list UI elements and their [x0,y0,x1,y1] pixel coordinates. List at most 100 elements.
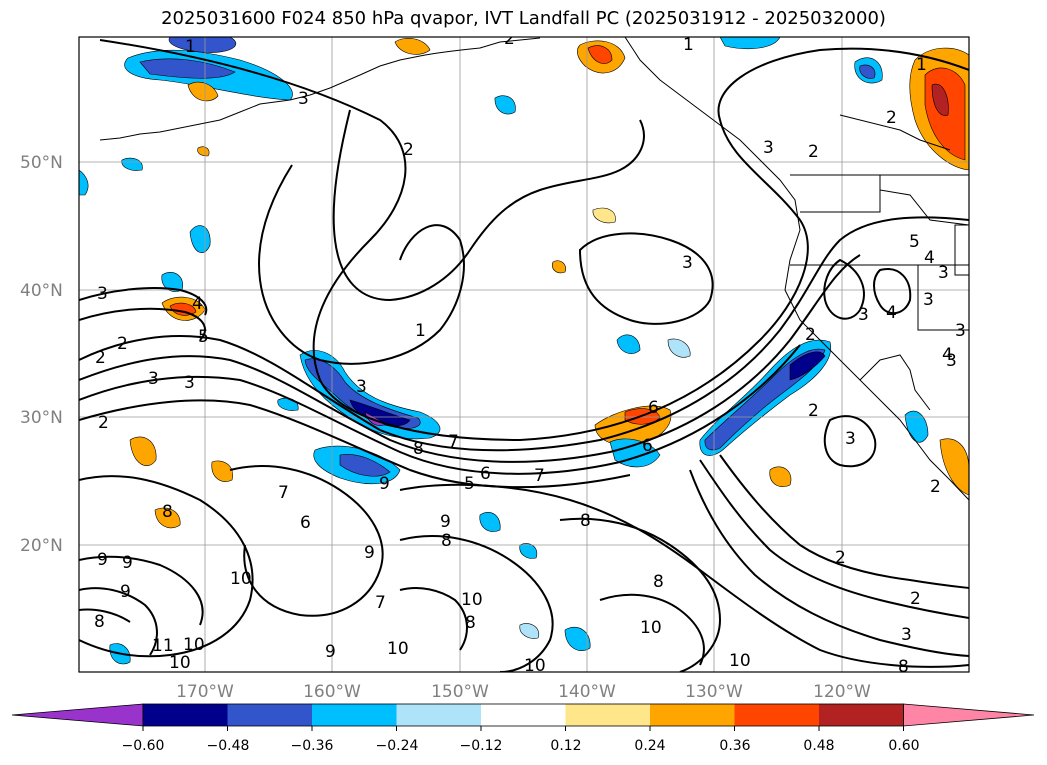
colorbar-segment [312,704,397,726]
contour-label: 8 [441,531,452,551]
contour-label: 4 [942,345,953,365]
contour-label: 7 [278,483,289,503]
colorbar-ticks: −0.60 −0.48 −0.36 −0.24 −0.12 0.12 0.24 … [122,738,920,754]
colorbar-segment [143,704,228,726]
contour-label: 8 [580,511,591,531]
colorbar-tick: −0.24 [376,738,419,754]
lon-label-170w: 170°W [176,682,234,702]
colorbar-segment [227,704,312,726]
lon-label-140w: 140°W [558,682,616,702]
contour-label: 3 [763,138,774,158]
longitude-labels: 170°W 160°W 150°W 140°W 130°W 120°W [176,682,871,702]
contour-label: 2 [910,589,921,609]
contour-label: 10 [729,651,751,671]
contour-label: 2 [95,348,106,368]
contour-label: 3 [148,369,159,389]
contour-label: 5 [464,474,475,494]
colorbar-tick: 0.12 [550,738,581,754]
contour-label: 7 [534,466,545,486]
contour-label: 6 [648,398,659,418]
contour-label: 8 [413,439,424,459]
contour-label: 2 [117,334,128,354]
contour-label: 3 [845,429,856,449]
ivt-contours [79,39,969,672]
contour-label: 8 [465,613,476,633]
contour-label: 2 [403,140,414,160]
contour-label: 3 [184,373,195,393]
contour-label: 10 [230,569,252,589]
contour-label: 2 [808,142,819,162]
colorbar-tick: −0.48 [207,738,250,754]
contour-label: 4 [886,303,897,323]
contour-label: 2 [808,401,819,421]
latitude-labels: 50°N 40°N 30°N 20°N [20,153,63,556]
contour-label: 8 [653,572,664,592]
contour-label: 2 [886,108,897,128]
contour-label: 2 [835,548,846,568]
contour-label: 1 [916,55,927,75]
contour-label: 9 [379,474,390,494]
map-background [79,37,969,672]
contour-label: 6 [300,513,311,533]
colorbar-segment [819,704,904,726]
contour-label: 10 [183,635,205,655]
contour-label: 9 [440,512,451,532]
contour-label: 6 [642,436,653,456]
colorbar-extend-right [903,703,1035,727]
colorbar-tick: 0.60 [888,738,919,754]
gridlines [79,37,969,672]
contour-label: 3 [97,284,108,304]
contour-labels: 1 1 2 2 1 3 3 2 2 3 3 4 5 4 3 3 3 2 2 1 … [94,29,966,677]
colorbar-segment [565,704,650,726]
contour-label: 9 [122,553,133,573]
contour-label: 4 [192,294,203,314]
contour-label: 10 [640,618,662,638]
contour-label: 6 [480,464,491,484]
contour-label: 3 [682,253,693,273]
contour-label: 4 [924,248,935,268]
lon-label-160w: 160°W [303,682,361,702]
contour-label: 5 [909,232,920,252]
lon-label-120w: 120°W [813,682,871,702]
lon-label-130w: 130°W [685,682,743,702]
colorbar-tick: −0.12 [460,738,503,754]
contour-label: 8 [162,502,173,522]
contour-label: 2 [805,325,816,345]
contour-label: 1 [185,37,196,57]
contour-label: 3 [356,377,367,397]
colorbar-tick: −0.36 [291,738,334,754]
contour-label: 10 [169,653,191,673]
map-frame [78,36,970,673]
lat-label-50n: 50°N [20,153,63,173]
coastlines [99,37,969,501]
lat-label-20n: 20°N [20,536,63,556]
contour-label: 3 [298,89,309,109]
colorbar-frame [142,703,904,727]
contour-label: 10 [461,590,483,610]
contour-label: 8 [898,657,909,677]
contour-label: 3 [946,351,957,371]
colorbar-segment [396,704,481,726]
contour-label: 1 [415,321,426,341]
colorbar-tick: 0.48 [803,738,834,754]
colorbar-extend-left [11,703,144,727]
contour-label: 2 [504,29,515,49]
colorbar-segment [481,704,566,726]
contour-label: 2 [930,477,941,497]
contour-label: 3 [923,290,934,310]
contour-label: 10 [387,639,409,659]
lat-label-30n: 30°N [20,408,63,428]
colorbar-tick: 0.36 [719,738,750,754]
contour-label: 7 [375,593,386,613]
contour-label: 9 [120,582,131,602]
colorbar-tick: 0.24 [634,738,665,754]
contour-label: 2 [98,413,109,433]
contour-label: 7 [448,432,459,452]
contour-label: 5 [198,327,209,347]
contour-label: 9 [97,550,108,570]
contour-label: 9 [364,543,375,563]
colorbar-tick: −0.60 [122,738,165,754]
colorbar [11,703,1035,731]
contour-label: 3 [955,321,966,341]
